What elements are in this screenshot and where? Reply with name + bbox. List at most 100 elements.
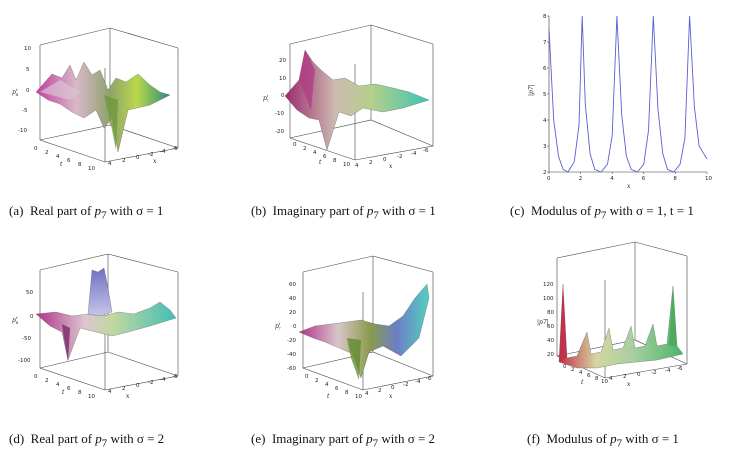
svg-text:10: 10	[343, 162, 350, 168]
svg-text:2: 2	[315, 378, 319, 384]
surface-e	[298, 283, 430, 379]
x-tick-label: 4	[610, 176, 614, 182]
svg-text:20: 20	[289, 310, 296, 316]
x-tick-label: 10	[705, 176, 712, 182]
svg-text:0: 0	[383, 157, 387, 163]
svg-text:2: 2	[378, 388, 382, 394]
plot-a-xlabel: t	[60, 161, 63, 168]
caption-a: (a) Real part of p7 with σ = 1	[9, 203, 164, 222]
svg-text:-2: -2	[148, 152, 153, 158]
svg-text:10: 10	[88, 166, 95, 172]
x-tick-label: 6	[642, 176, 646, 182]
svg-text:0: 0	[391, 385, 395, 391]
plot-b-3d-surface: 20 10 0 -10 -20 pi 7 0 2 4 6 8 10 t 4 2 0…	[263, 24, 434, 170]
plot-d-yticks: 4 2 0 -2 -4 -6	[108, 374, 178, 395]
svg-text:10: 10	[601, 379, 608, 385]
plot-a-yticks: 4 2 0 -2 -4 -6	[108, 146, 178, 167]
x-tick-label: 2	[579, 176, 583, 182]
caption-f: (f) Modulus of p7 with σ = 1	[527, 431, 679, 450]
plot-d-zlabel: pr 8	[12, 315, 19, 325]
svg-text:-4: -4	[160, 377, 166, 383]
svg-text:0: 0	[34, 374, 38, 380]
y-tick-label: 5	[543, 92, 547, 98]
svg-text:2: 2	[122, 158, 126, 164]
svg-text:6: 6	[67, 386, 71, 392]
svg-text:8: 8	[333, 158, 337, 164]
svg-text:80: 80	[547, 310, 554, 316]
svg-text:0: 0	[30, 314, 34, 320]
svg-text:-6: -6	[423, 148, 429, 154]
svg-text:2: 2	[303, 146, 307, 152]
svg-text:-20: -20	[275, 129, 284, 135]
y-tick-label: 3	[543, 144, 547, 150]
figure-a: 10 5 0 -5 -10 pr 8 0 2 4 6 8 10 t 4 2 0 -…	[0, 0, 243, 225]
svg-text:-40: -40	[287, 352, 296, 358]
surface-a	[35, 61, 171, 153]
caption-c: (c) Modulus of p7 with σ = 1, t = 1	[510, 203, 694, 222]
svg-text:0: 0	[136, 155, 140, 161]
plot-d-xticks: 0 2 4 6 8 10	[34, 374, 95, 400]
svg-text:100: 100	[543, 296, 554, 302]
svg-text:2: 2	[571, 367, 575, 373]
svg-text:4: 4	[355, 163, 359, 169]
svg-text:-5: -5	[22, 108, 28, 114]
plot-a-xticks: 0 2 4 6 8 10	[34, 146, 95, 172]
svg-text:4: 4	[56, 382, 60, 388]
caption-b: (b) Imaginary part of p7 with σ = 1	[251, 203, 436, 222]
plot-e-zlabel: pi 7	[275, 321, 281, 331]
svg-text:10: 10	[88, 394, 95, 400]
plot-a-zticks: 10 5 0 -5 -10	[18, 46, 31, 134]
plot-d-zticks: 50 0 -50 -100	[18, 290, 34, 364]
svg-text:-2: -2	[651, 370, 656, 376]
svg-text:10: 10	[24, 46, 31, 52]
svg-text:4: 4	[313, 150, 317, 156]
svg-text:2: 2	[122, 386, 126, 392]
svg-text:-6: -6	[677, 366, 683, 372]
svg-text:-2: -2	[403, 382, 408, 388]
svg-text:-4: -4	[411, 151, 417, 157]
svg-text:4: 4	[56, 154, 60, 160]
svg-text:0: 0	[136, 383, 140, 389]
plot-d-ylabel: x	[126, 393, 130, 400]
plot-b-zlabel: pi 7	[263, 93, 269, 103]
y-tick-label: 8	[543, 14, 547, 20]
svg-text:60: 60	[547, 324, 554, 330]
svg-text:2: 2	[369, 160, 373, 166]
figure-e: 60 40 20 0 -20 -40 -60 pi 7 0 2 4 6 8 10 …	[243, 228, 487, 451]
svg-text:4: 4	[108, 389, 112, 395]
svg-text:-4: -4	[665, 368, 671, 374]
figure-d: 50 0 -50 -100 pr 8 0 2 4 6 8 10 t 4 2 0 -…	[0, 228, 243, 451]
caption-e: (e) Imaginary part of p7 with σ = 2	[251, 431, 436, 450]
plot-f-zticks: 120 100 80 60 40 20	[543, 282, 554, 358]
surface-b	[284, 49, 430, 151]
svg-text:-60: -60	[287, 366, 296, 372]
svg-text:4: 4	[108, 161, 112, 167]
svg-text:4: 4	[365, 391, 369, 397]
svg-text:6: 6	[67, 158, 71, 164]
svg-text:-100: -100	[18, 358, 31, 364]
svg-text:10: 10	[355, 394, 362, 400]
plot-e-ylabel: x	[389, 393, 393, 400]
svg-text:-4: -4	[160, 149, 166, 155]
svg-text:-2: -2	[397, 154, 402, 160]
svg-text:0: 0	[281, 93, 285, 99]
svg-text:-6: -6	[172, 146, 178, 152]
plot-e-yticks: 4 2 0 -2 -4 -6	[365, 376, 432, 397]
svg-text:-50: -50	[22, 336, 31, 342]
svg-text:8: 8	[78, 390, 82, 396]
plot-c-yticks: 8 7 6 5 4 3 2	[543, 14, 549, 176]
svg-text:-10: -10	[275, 111, 284, 117]
svg-text:60: 60	[289, 282, 296, 288]
svg-text:8: 8	[345, 390, 349, 396]
svg-text:0: 0	[34, 146, 38, 152]
plot-b-ylabel: x	[389, 163, 393, 170]
svg-text:50: 50	[26, 290, 33, 296]
svg-text:0: 0	[26, 88, 30, 94]
svg-text:5: 5	[26, 67, 30, 73]
svg-text:0: 0	[305, 374, 309, 380]
plot-e-xlabel: t	[327, 393, 330, 400]
svg-text:6: 6	[323, 154, 327, 160]
svg-text:6: 6	[335, 386, 339, 392]
